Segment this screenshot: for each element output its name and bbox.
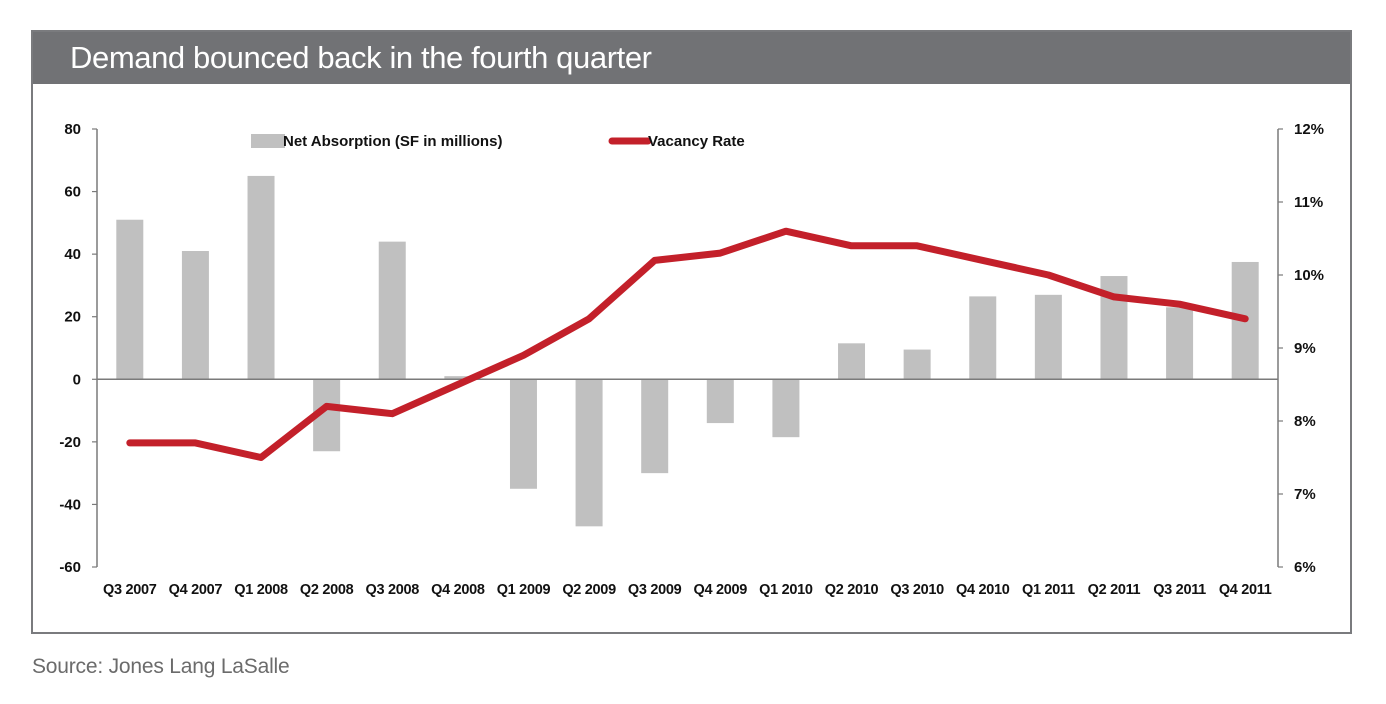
right-tick-label: 6% [1294,559,1316,576]
legend: Net Absorption (SF in millions) Vacancy R… [251,133,745,150]
absorption-bar [838,343,866,380]
absorption-bar [378,241,406,380]
absorption-bar [247,175,275,380]
absorption-bar [969,296,997,380]
left-tick-label: -40 [59,496,81,513]
absorption-bar [444,376,472,380]
x-tick-label: Q2 2010 [825,582,879,598]
line-series [126,227,1249,461]
legend-label-net-absorption: Net Absorption (SF in millions) [283,133,502,150]
vacancy-rate-line [126,227,1249,461]
x-tick-label: Q1 2008 [234,582,288,598]
x-tick-label: Q4 2009 [694,582,748,598]
absorption-bar [903,349,931,380]
x-tick-label: Q1 2010 [759,582,813,598]
left-tick-label: 0 [73,371,81,388]
legend-swatch-net-absorption [251,134,285,148]
x-tick-label: Q3 2008 [365,582,419,598]
right-tick-label: 8% [1294,413,1316,430]
absorption-bar [575,379,603,527]
left-tick-label: -60 [59,559,81,576]
left-tick-label: 40 [64,246,81,263]
right-tick-label: 11% [1294,194,1323,211]
left-tick-label: 80 [64,121,81,138]
right-tick-label: 9% [1294,340,1316,357]
chart-title: Demand bounced back in the fourth quarte… [33,32,1350,84]
x-tick-label: Q1 2011 [1022,582,1075,598]
absorption-bar [509,379,537,489]
source-note: Source: Jones Lang LaSalle [32,655,290,678]
absorption-bar [116,219,144,380]
absorption-bar [1034,294,1062,380]
x-tick-label: Q4 2008 [431,582,485,598]
x-tick-label: Q1 2009 [497,582,551,598]
legend-label-vacancy-rate: Vacancy Rate [648,133,745,150]
x-tick-label: Q3 2011 [1153,582,1206,598]
left-tick-label: 20 [64,309,81,326]
absorption-bar [706,379,734,424]
absorption-bar [1166,307,1194,380]
absorption-bar [772,379,800,438]
left-tick-label: 60 [64,184,81,201]
x-tick-label: Q2 2009 [562,582,616,598]
axes: 80 60 40 20 0 -20 -40 -60 12% 11% 10% 9% 8% 7% 6% Q3 20… [59,121,1324,598]
left-tick-label: -20 [59,434,81,451]
bar-series [116,175,1259,527]
right-tick-label: 12% [1294,121,1324,138]
x-tick-label: Q2 2008 [300,582,354,598]
x-tick-label: Q4 2011 [1219,582,1272,598]
x-tick-label: Q4 2007 [169,582,223,598]
x-tick-label: Q4 2010 [956,582,1010,598]
absorption-bar [181,251,209,380]
right-tick-label: 7% [1294,486,1316,503]
x-tick-label: Q3 2007 [103,582,157,598]
x-tick-label: Q2 2011 [1088,582,1141,598]
x-tick-label: Q3 2009 [628,582,682,598]
absorption-bar [641,379,669,474]
right-tick-label: 10% [1294,267,1324,284]
x-tick-label: Q3 2010 [890,582,944,598]
